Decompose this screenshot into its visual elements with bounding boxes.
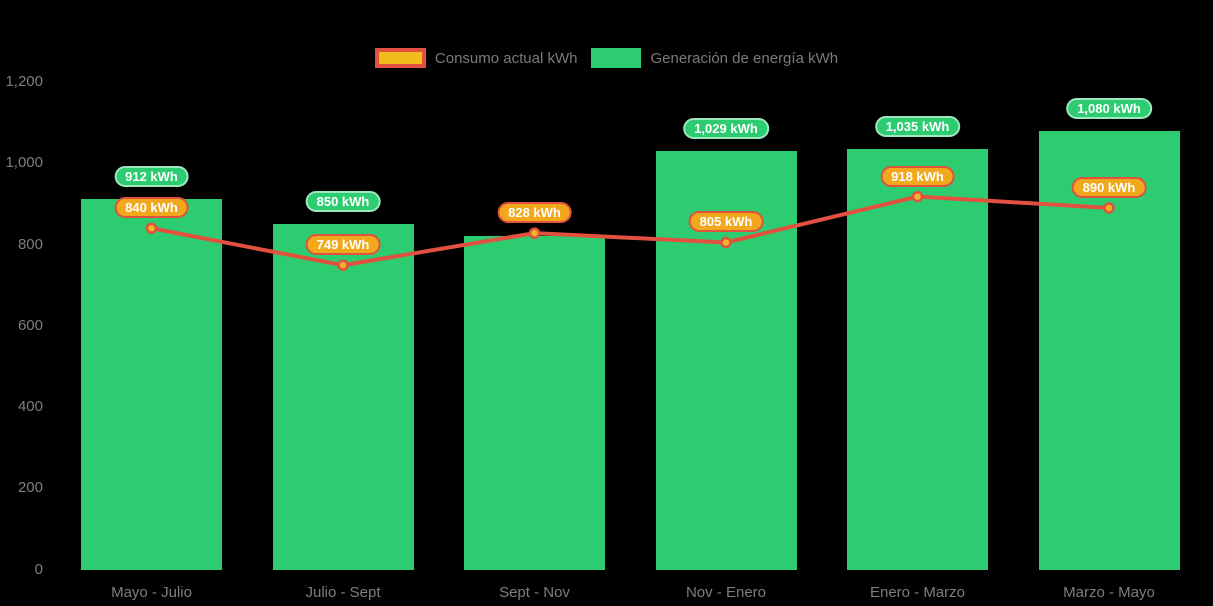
generacion-swatch-icon — [591, 48, 642, 68]
legend-label-generacion: Generación de energía kWh — [650, 49, 839, 67]
legend-item-consumo[interactable]: Consumo actual kWh — [374, 48, 578, 68]
x-axis-tick-label: Nov - Enero — [685, 584, 767, 601]
legend-label-consumo: Consumo actual kWh — [434, 49, 578, 67]
y-axis-tick-label: 200 — [17, 479, 43, 497]
consumption-point[interactable] — [911, 190, 924, 203]
consumption-value-pill: 828 kWh — [497, 202, 572, 224]
y-axis-tick-mark — [74, 162, 81, 165]
consumption-value-pill: 890 kWh — [1071, 176, 1147, 198]
generation-bar[interactable] — [464, 236, 605, 570]
y-axis-tick-label: 600 — [17, 316, 43, 334]
y-axis-tick-mark — [74, 568, 81, 571]
generation-bar[interactable] — [847, 149, 988, 570]
generation-value-pill: 1,035 kWh — [874, 116, 961, 138]
chart-legend: Consumo actual kWh Generación de energía… — [0, 48, 1213, 68]
y-axis-tick-mark — [74, 243, 81, 246]
y-axis-tick-mark — [74, 324, 81, 327]
y-axis-tick-label: 800 — [17, 235, 43, 253]
consumption-value-pill: 749 kWh — [305, 234, 381, 256]
generation-value-pill: 1,029 kWh — [683, 118, 769, 140]
generation-value-pill: 912 kWh — [114, 166, 189, 187]
y-axis-tick-mark — [74, 487, 81, 490]
y-axis-tick-label: 400 — [17, 398, 43, 415]
consumption-point[interactable] — [337, 259, 349, 271]
x-axis-tick-label: Mayo - Julio — [111, 584, 192, 601]
consumption-value-pill: 805 kWh — [688, 211, 764, 233]
y-axis-tick-mark — [74, 81, 81, 83]
consumo-swatch-icon — [374, 48, 426, 68]
y-axis-tick-mark — [74, 406, 81, 408]
x-axis-tick-label: Marzo - Mayo — [1063, 584, 1155, 601]
generation-bar[interactable] — [272, 224, 414, 570]
consumption-value-pill: 918 kWh — [880, 165, 955, 187]
generation-value-pill: 850 kWh — [305, 191, 381, 213]
y-axis-tick-label: 1,000 — [5, 154, 43, 172]
x-axis-tick-label: Julio - Sept — [305, 584, 381, 601]
legend-item-generacion[interactable]: Generación de energía kWh — [591, 48, 838, 68]
consumption-point[interactable] — [720, 236, 732, 249]
consumption-value-pill: 840 kWh — [114, 197, 189, 219]
x-axis-tick-label: Sept - Nov — [499, 584, 570, 601]
consumption-point[interactable] — [145, 222, 158, 234]
y-axis-tick-label: 0 — [34, 560, 43, 578]
generation-bar[interactable] — [81, 199, 222, 570]
consumption-point[interactable] — [1103, 202, 1115, 214]
consumption-point[interactable] — [528, 227, 541, 239]
y-axis-tick-label: 1,200 — [5, 73, 43, 90]
consumption-line — [151, 194, 1110, 268]
generation-value-pill: 1,080 kWh — [1066, 97, 1152, 119]
x-axis-tick-label: Enero - Marzo — [869, 584, 966, 601]
